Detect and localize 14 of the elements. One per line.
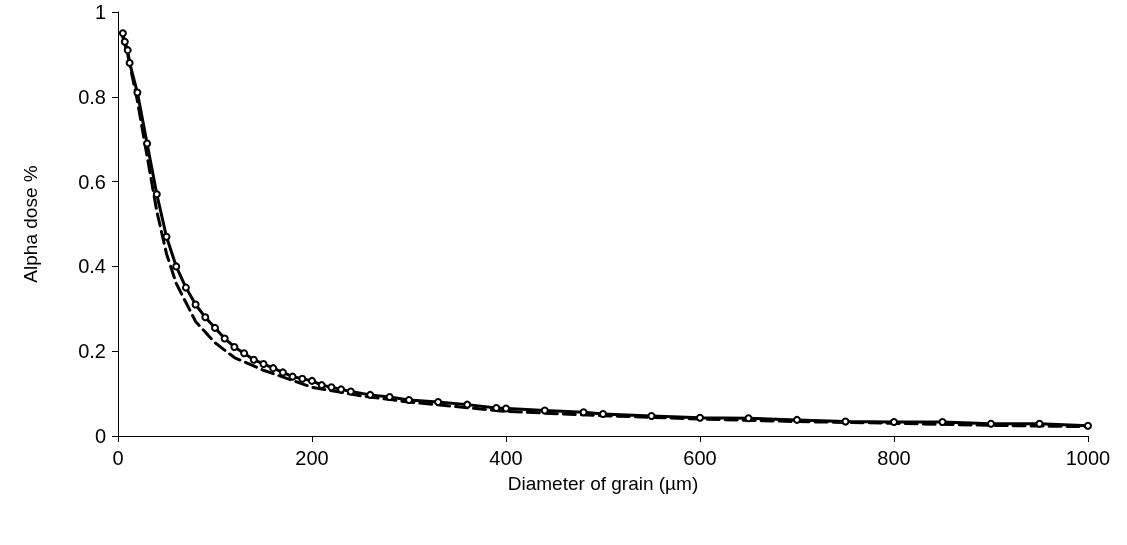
y-tick-label: 1 [94,1,106,23]
x-tick-label: 1000 [1065,447,1111,469]
x-axis-title: Diameter of grain (µm) [507,473,699,494]
y-tick-label: 0.4 [78,255,106,278]
y-tick-label: 0.6 [78,170,106,193]
y-tick-label: 0.2 [78,340,106,363]
y-tick-label: 0 [94,425,106,447]
y-tick-label: 0.8 [78,85,106,108]
x-tick-label: 800 [877,447,911,469]
x-tick-label: 0 [112,447,124,469]
y-axis-title: Alpha dose % [20,165,41,283]
x-tick-label: 200 [295,447,329,469]
x-tick-label: 600 [683,447,717,469]
x-tick-label: 400 [489,447,523,469]
